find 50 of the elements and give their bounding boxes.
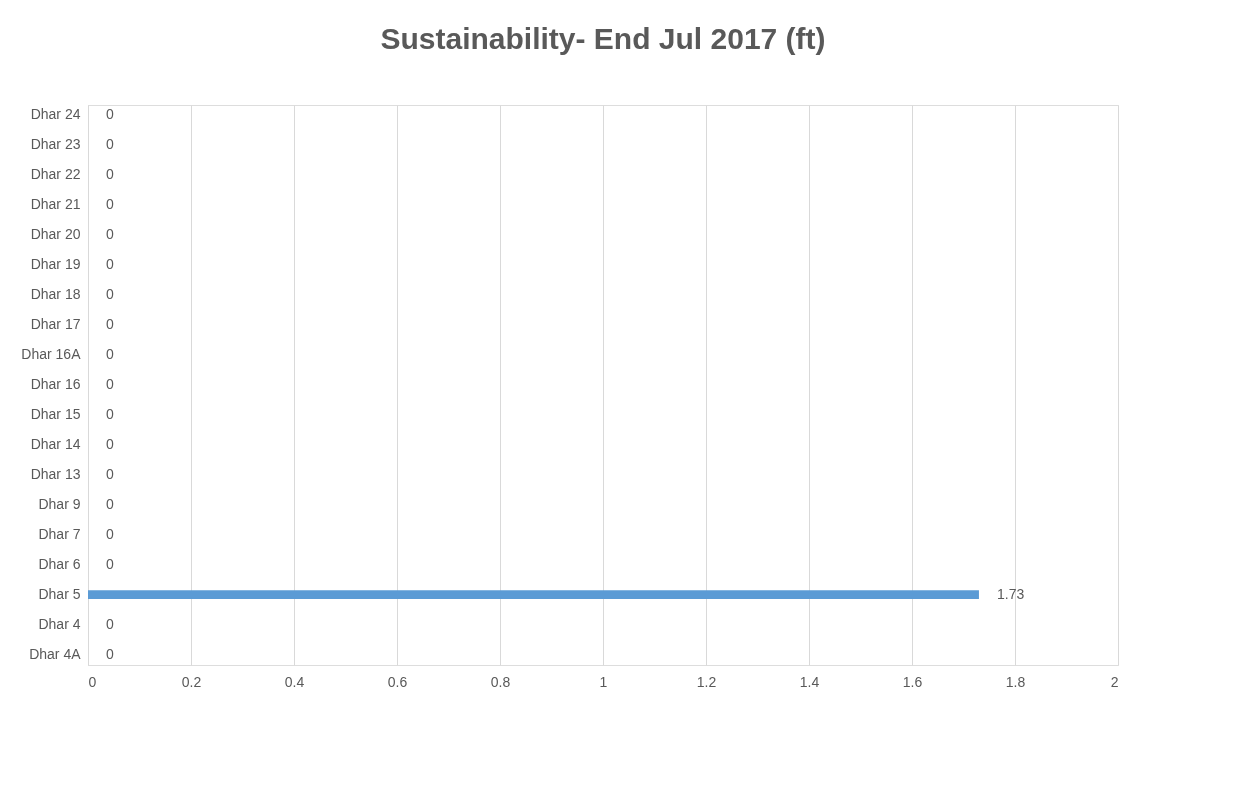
y-tick-label: Dhar 19	[30, 256, 81, 273]
y-tick-label: Dhar 22	[30, 166, 81, 183]
data-label: 0	[106, 435, 114, 452]
data-label: 0	[106, 555, 114, 572]
x-tick-label: 1.6	[902, 673, 923, 690]
x-tick-label: 1.4	[799, 673, 820, 690]
data-label: 0	[106, 226, 114, 243]
x-tick-label: 1.2	[696, 673, 717, 690]
y-tick-label: Dhar 6	[38, 555, 81, 572]
data-label: 0	[106, 525, 114, 542]
y-tick-label: Dhar 9	[38, 495, 81, 512]
x-tick-label: 0.8	[490, 673, 511, 690]
x-tick-label: 1.8	[1005, 673, 1026, 690]
data-label: 1.73	[996, 585, 1025, 602]
x-tick-label: 0.2	[181, 673, 202, 690]
y-tick-label: Dhar 20	[30, 226, 81, 243]
x-tick-label: 1	[599, 673, 608, 690]
x-tick-label: 0	[88, 673, 97, 690]
y-tick-label: Dhar 21	[30, 196, 81, 213]
data-label: 0	[106, 256, 114, 273]
y-tick-label: Dhar 4A	[29, 645, 82, 662]
y-tick-label: Dhar 14	[30, 435, 81, 452]
data-label: 0	[106, 495, 114, 512]
y-tick-label: Dhar 16	[30, 376, 81, 392]
data-label: 0	[106, 645, 114, 662]
chart-title: Sustainability- End Jul 2017 (ft)	[380, 22, 826, 55]
data-label: 0	[106, 286, 114, 303]
x-tick-label: 0.4	[284, 673, 305, 690]
data-label: 0	[106, 465, 114, 482]
x-tick-label: 2	[1110, 673, 1119, 690]
data-label: 0	[106, 136, 114, 153]
y-tick-label: Dhar 23	[30, 136, 81, 153]
y-tick-label: Dhar 24	[30, 106, 81, 123]
y-tick-label: Dhar 5	[38, 585, 81, 602]
y-tick-label: Dhar 16A	[21, 346, 82, 363]
y-tick-label: Dhar 4	[38, 615, 81, 632]
y-tick-label: Dhar 17	[30, 316, 81, 333]
data-label: 0	[106, 166, 114, 183]
data-label: 0	[106, 346, 114, 363]
data-label: 0	[106, 196, 114, 213]
y-tick-label: Dhar 15	[30, 405, 81, 422]
data-label: 0	[106, 376, 114, 392]
y-tick-label: Dhar 7	[38, 525, 81, 542]
data-label: 0	[106, 316, 114, 333]
data-label: 0	[106, 615, 114, 632]
x-tick-label: 0.6	[387, 673, 408, 690]
data-label: 0	[106, 405, 114, 422]
y-tick-label: Dhar 13	[30, 465, 81, 482]
data-label: 0	[106, 106, 114, 123]
y-tick-label: Dhar 18	[30, 286, 81, 303]
